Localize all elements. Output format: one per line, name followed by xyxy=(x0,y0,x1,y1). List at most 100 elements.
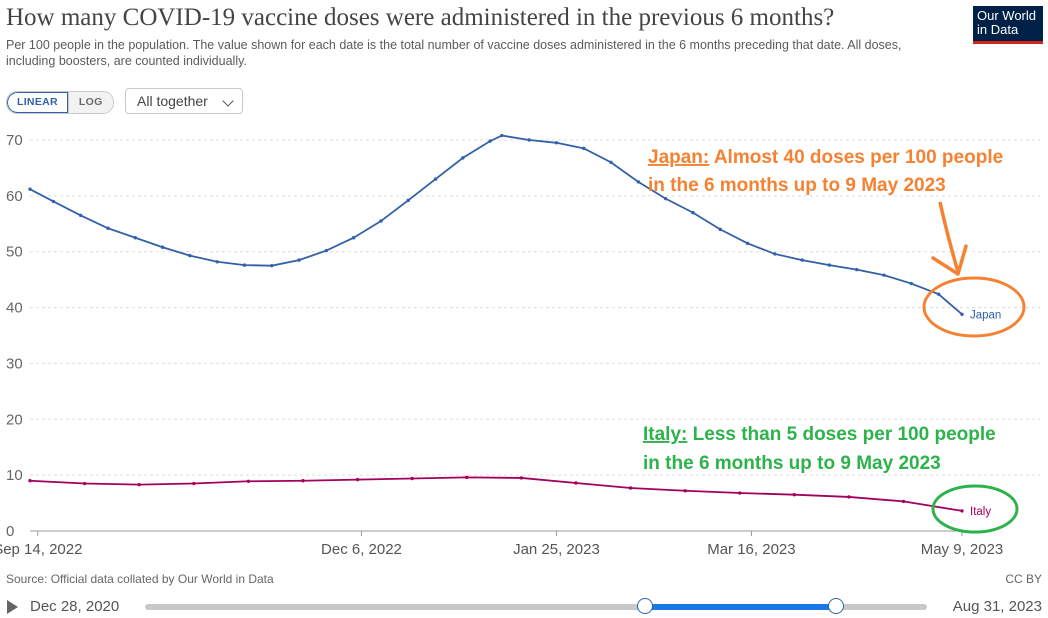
japan-data-point xyxy=(936,292,941,296)
x-tick-label: Mar 16, 2023 xyxy=(707,541,795,558)
italy-annotation-line-2: in the 6 months up to 9 May 2023 xyxy=(643,453,941,474)
japan-data-point xyxy=(855,267,859,272)
timeline-start-handle[interactable] xyxy=(637,598,653,614)
japan-data-point xyxy=(554,141,559,145)
chart-subtitle: Per 100 people in the population. The va… xyxy=(6,38,902,68)
japan-data-point xyxy=(28,187,32,191)
japan-data-point xyxy=(461,156,465,160)
japan-data-point xyxy=(960,312,964,316)
japan-data-point xyxy=(106,226,110,230)
italy-data-point xyxy=(82,481,87,486)
italy-data-point xyxy=(574,481,578,485)
italy-data-point xyxy=(28,479,32,483)
y-tick-label: 30 xyxy=(6,355,23,372)
y-tick-label: 0 xyxy=(6,523,14,540)
italy-annotation-text: Less than 5 doses per 100 people xyxy=(693,424,996,445)
japan-series-line xyxy=(29,134,963,315)
y-tick-label: 40 xyxy=(6,300,23,317)
x-tick-label: May 9, 2023 xyxy=(921,541,1004,558)
timeline: Dec 28, 2020 Aug 31, 2023 xyxy=(0,592,1048,618)
japan-data-point xyxy=(242,263,247,267)
italy-data-point xyxy=(137,482,141,487)
y-tick-label: 10 xyxy=(6,467,23,484)
italy-annotation-country: Italy: xyxy=(643,424,687,445)
japan-data-point xyxy=(582,146,586,151)
facet-select[interactable]: All together xyxy=(125,88,243,114)
japan-data-point xyxy=(215,260,219,264)
japan-data-point xyxy=(800,258,804,262)
linear-scale-button[interactable]: LINEAR xyxy=(7,92,69,113)
japan-data-point xyxy=(745,241,750,246)
japan-data-point xyxy=(78,213,83,218)
japan-data-point xyxy=(270,263,274,268)
y-tick-label: 70 xyxy=(6,132,23,149)
timeline-end-handle[interactable] xyxy=(828,598,844,614)
japan-data-point xyxy=(882,273,886,277)
italy-data-point xyxy=(792,492,797,497)
source-note: Source: Official data collated by Our Wo… xyxy=(6,572,274,586)
japan-data-point xyxy=(691,210,695,215)
owid-logo[interactable]: Our World in Data xyxy=(973,6,1043,44)
japan-data-point xyxy=(827,263,832,267)
x-tick-label: Jan 25, 2023 xyxy=(513,541,600,558)
license-link[interactable]: CC BY xyxy=(1005,572,1042,586)
japan-data-point xyxy=(663,196,668,201)
japan-data-point xyxy=(51,199,56,204)
italy-data-point xyxy=(847,495,851,499)
italy-data-point xyxy=(301,479,305,483)
italy-data-point xyxy=(519,476,524,480)
japan-annotation-line-1: Japan: Almost 40 doses per 100 people xyxy=(648,147,1003,168)
italy-data-point xyxy=(246,479,251,483)
italy-series-label: Italy xyxy=(970,506,991,518)
italy-annotation-line-1: Italy: Less than 5 doses per 100 people xyxy=(643,424,996,445)
timeline-selected-range xyxy=(645,604,836,610)
japan-arrowhead xyxy=(931,244,968,276)
log-scale-button[interactable]: LOG xyxy=(68,92,113,113)
italy-data-point xyxy=(960,509,964,513)
japan-data-point xyxy=(379,219,383,223)
japan-data-point xyxy=(488,139,492,143)
italy-data-point xyxy=(901,499,906,504)
japan-highlight-ellipse xyxy=(922,276,1026,338)
japan-data-point xyxy=(324,248,329,253)
scale-toggle: LINEAR LOG xyxy=(6,91,114,114)
japan-data-point xyxy=(406,198,410,203)
italy-data-point xyxy=(192,481,196,486)
japan-data-point xyxy=(609,160,613,165)
y-tick-label: 20 xyxy=(6,411,23,428)
y-tick-label: 60 xyxy=(6,188,23,205)
logo-line-1: Our World xyxy=(977,8,1036,23)
chart-area: 0 10 20 30 40 50 60 70 Sep 14, 2022 Dec 6, 2022 J… xyxy=(0,132,1040,558)
timeline-start-label: Dec 28, 2020 xyxy=(30,598,120,615)
timeline-track[interactable] xyxy=(145,598,927,614)
japan-annotation-country: Japan: xyxy=(648,147,709,168)
italy-data-point xyxy=(355,477,360,482)
japan-data-point xyxy=(297,258,301,262)
play-icon[interactable] xyxy=(7,600,18,614)
italy-data-point xyxy=(465,475,469,480)
italy-data-point xyxy=(683,489,687,493)
japan-series-label: Japan xyxy=(970,309,1001,321)
japan-data-point xyxy=(500,133,504,138)
timeline-end-label: Aug 31, 2023 xyxy=(952,598,1042,615)
italy-data-point xyxy=(738,491,742,495)
x-tick-label: Dec 6, 2022 xyxy=(321,541,402,558)
japan-data-point xyxy=(160,245,165,249)
italy-data-point xyxy=(628,486,633,490)
italy-highlight-ellipse xyxy=(931,484,1019,534)
italy-series-line xyxy=(29,476,963,512)
italy-data-point xyxy=(410,476,414,481)
japan-arrow xyxy=(938,201,960,273)
y-tick-label: 50 xyxy=(6,244,23,261)
facet-select-value: All together xyxy=(137,93,208,109)
japan-data-point xyxy=(188,253,192,258)
japan-data-point xyxy=(636,180,641,184)
japan-annotation-text: Almost 40 doses per 100 people xyxy=(714,147,1003,168)
logo-line-2: in Data xyxy=(977,22,1019,37)
japan-data-point xyxy=(773,252,777,256)
japan-data-point xyxy=(351,236,356,240)
japan-data-point xyxy=(433,177,438,181)
japan-data-point xyxy=(909,281,914,286)
japan-data-point xyxy=(133,236,137,240)
x-tick-label: Sep 14, 2022 xyxy=(0,541,82,558)
